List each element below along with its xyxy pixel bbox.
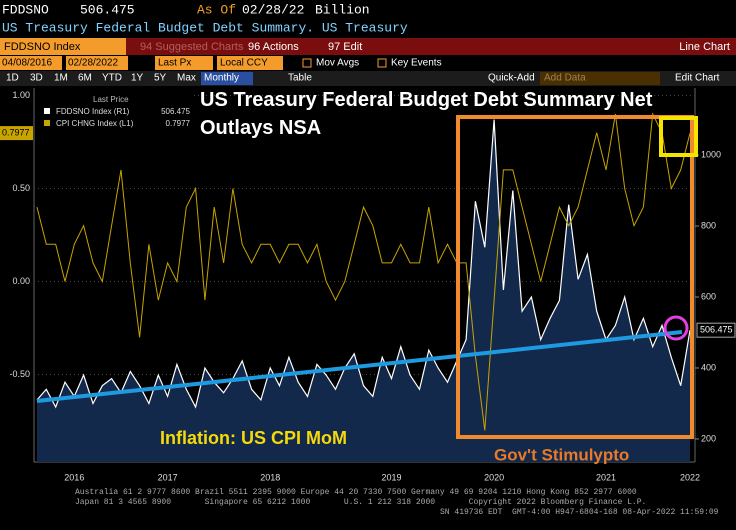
period[interactable]: 6M <box>78 73 92 84</box>
period[interactable]: 5Y <box>154 73 167 84</box>
x-tick-label: 2018 <box>260 472 280 482</box>
title-box: US Treasury Federal Budget Debt Summary … <box>200 89 653 139</box>
footer <box>0 486 736 530</box>
highlight-circle <box>663 315 689 341</box>
unit: Billion <box>315 2 370 17</box>
legend-swatch <box>44 120 50 126</box>
end-date-box[interactable] <box>66 56 128 70</box>
legend-label: FDDSNO Index (R1) <box>56 107 130 116</box>
y-tick-label: -0.50 <box>9 369 30 379</box>
plot: -0.50 0.00 0.50 1.00 200 400 600 800 1000 2016 201… <box>0 88 736 482</box>
security[interactable]: FDDSNO Index <box>4 41 81 53</box>
value-tag-label: 506.475 <box>700 325 733 335</box>
value-tag <box>696 322 736 338</box>
footer-line: Australia 61 2 9777 8600 Brazil 5511 239… <box>75 488 637 497</box>
field-box[interactable] <box>155 56 213 70</box>
key-events[interactable]: Key Events <box>391 58 442 69</box>
y-tick-label: 0.00 <box>12 276 30 286</box>
period[interactable]: 1Y <box>131 73 144 84</box>
security-box[interactable] <box>0 38 126 55</box>
y2-tick-label: 600 <box>701 291 716 301</box>
legend-swatch <box>44 108 50 114</box>
legend-label: CPI CHNG Index (L1) <box>56 119 134 128</box>
add-data-box[interactable] <box>540 72 660 85</box>
description: US Treasury Federal Budget Debt Summary.… <box>2 20 408 35</box>
value-tag-label: 0.7977 <box>2 127 30 137</box>
checkbox[interactable] <box>377 58 387 68</box>
period[interactable]: 1M <box>54 73 68 84</box>
date: 02/28/22 <box>242 2 304 17</box>
y-tick-label: 1.00 <box>12 90 30 100</box>
toolbar-bar <box>0 38 736 55</box>
edit[interactable]: 97 Edit <box>328 41 362 53</box>
footer-line: Japan 81 3 4565 8900 Singapore 65 6212 1… <box>75 498 646 507</box>
x-tick-label: 2016 <box>64 472 84 482</box>
as-of: As Of <box>197 2 236 17</box>
highlight-box <box>659 116 698 157</box>
footer-line: SN 419736 EDT GMT-4:00 H947-6804-168 08-… <box>440 508 719 517</box>
legend-box <box>38 92 194 132</box>
line <box>36 119 691 409</box>
y2-tick-label: 1000 <box>701 149 721 159</box>
currency-box[interactable] <box>217 56 283 70</box>
actions[interactable]: 96 Actions <box>248 41 299 53</box>
annotation: Gov't Stimulypto <box>494 445 629 464</box>
end-date[interactable]: 02/28/2022 <box>68 58 118 69</box>
period[interactable]: 1D <box>6 73 19 84</box>
checkbox[interactable] <box>302 58 312 68</box>
annotation: Inflation: US CPI MoM <box>160 428 347 448</box>
start-date-box[interactable] <box>0 56 62 70</box>
area <box>37 119 690 462</box>
frequency[interactable]: Monthly <box>204 73 239 84</box>
currency[interactable]: Local CCY <box>220 58 268 69</box>
suggested-charts[interactable]: 94 Suggested Charts <box>140 41 244 53</box>
table[interactable]: Table <box>288 73 312 84</box>
y2-tick-label: 800 <box>701 220 716 230</box>
chart-type[interactable]: Line Chart <box>679 41 730 53</box>
field[interactable]: Last Px <box>158 58 191 69</box>
quick-add[interactable]: Quick-Add <box>488 73 535 84</box>
legend-value: 0.7977 <box>166 119 191 128</box>
line <box>36 112 691 431</box>
highlight-box <box>456 115 694 439</box>
legend-value: 506.475 <box>161 107 190 116</box>
period[interactable]: YTD <box>102 73 122 84</box>
legend-title: Last Price <box>93 95 129 104</box>
add-data[interactable]: Add Data <box>544 73 586 84</box>
chart-title: US Treasury Federal Budget Debt Summary … <box>200 89 653 139</box>
x-tick-label: 2019 <box>381 472 401 482</box>
mov-avgs[interactable]: Mov Avgs <box>316 58 359 69</box>
frequency-box[interactable] <box>201 72 253 85</box>
x-tick-label: 2022 <box>680 472 700 482</box>
y2-tick-label: 200 <box>701 433 716 443</box>
ticker: FDDSNO <box>2 2 49 17</box>
y-tick-label: 0.50 <box>12 183 30 193</box>
period[interactable]: 3D <box>30 73 43 84</box>
value-tag <box>0 126 33 141</box>
price: 506.475 <box>80 2 135 17</box>
period[interactable]: Max <box>177 73 196 84</box>
trend-line <box>36 330 683 403</box>
x-tick-label: 2020 <box>484 472 504 482</box>
x-tick-label: 2021 <box>596 472 616 482</box>
edit-chart[interactable]: Edit Chart <box>675 73 720 84</box>
x-tick-label: 2017 <box>158 472 178 482</box>
y2-tick-label: 400 <box>701 362 716 372</box>
start-date[interactable]: 04/08/2016 <box>2 58 52 69</box>
